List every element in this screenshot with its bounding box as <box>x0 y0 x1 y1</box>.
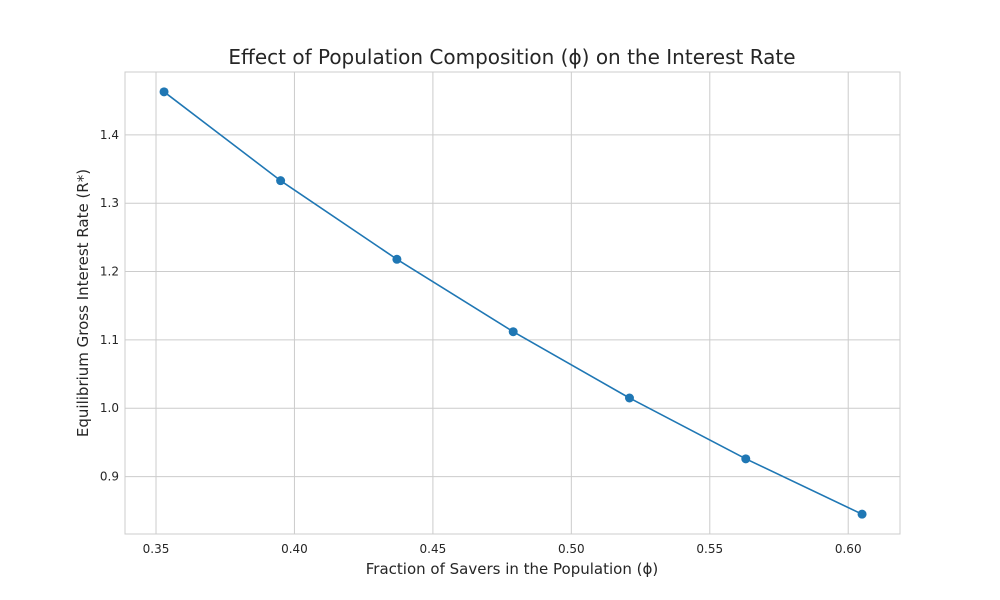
chart-title: Effect of Population Composition (ϕ) on … <box>228 45 795 69</box>
x-axis-label: Fraction of Savers in the Population (ϕ) <box>366 560 658 578</box>
data-point <box>392 254 402 264</box>
series-line <box>163 91 863 515</box>
grid <box>125 72 900 534</box>
x-tick-label: 0.50 <box>558 542 585 556</box>
x-tick-label: 0.60 <box>835 542 862 556</box>
x-tick-label: 0.55 <box>696 542 723 556</box>
data-point <box>741 454 751 464</box>
series-layer <box>159 87 867 519</box>
y-tick-label: 1.3 <box>100 196 119 210</box>
y-tick-label: 1.0 <box>100 401 119 415</box>
y-tick-label: 1.4 <box>100 128 119 142</box>
data-point <box>159 87 169 97</box>
x-tick-label: 0.45 <box>420 542 447 556</box>
data-point <box>276 176 286 186</box>
tick-labels: 0.35 0.40 0.45 0.50 0.55 0.60 0.9 1.0 1.1 1.2 1.3 1… <box>100 128 862 556</box>
y-axis-label: Equilibrium Gross Interest Rate (R*) <box>74 169 92 437</box>
y-tick-label: 1.1 <box>100 333 119 347</box>
y-tick-label: 1.2 <box>100 265 119 279</box>
data-point <box>508 327 518 337</box>
y-tick-label: 0.9 <box>100 470 119 484</box>
plot-frame <box>124 71 901 535</box>
x-tick-label: 0.40 <box>281 542 308 556</box>
data-point <box>857 509 867 519</box>
x-tick-label: 0.35 <box>143 542 170 556</box>
data-point <box>624 393 634 403</box>
